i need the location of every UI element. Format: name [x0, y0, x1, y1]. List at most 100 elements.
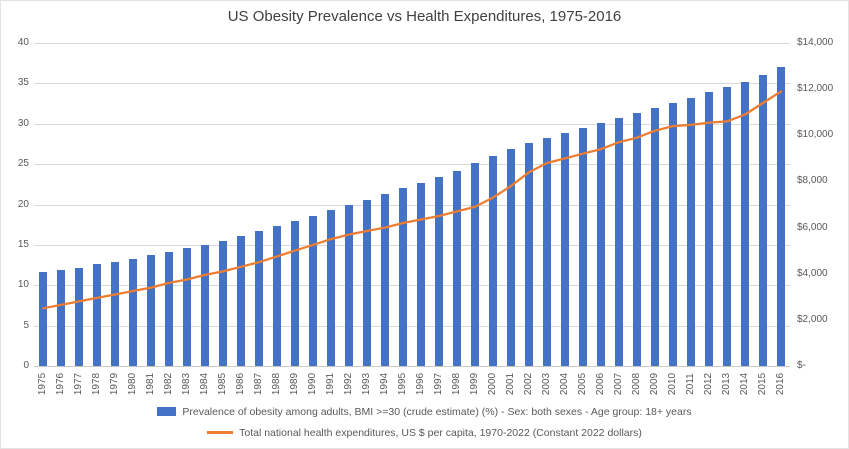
bar-obesity [381, 194, 389, 366]
x-axis-tick: 2001 [505, 372, 516, 396]
x-axis-tick: 1999 [469, 372, 480, 396]
x-axis-tick: 1991 [325, 372, 336, 396]
x-axis-tick: 2010 [667, 372, 678, 396]
bar-obesity [741, 81, 749, 366]
x-axis-tick: 1982 [163, 372, 174, 396]
right-axis-tick: $10,000 [797, 129, 834, 141]
legend-label-obesity: Prevalence of obesity among adults, BMI … [182, 405, 692, 418]
right-axis-tick: $12,000 [797, 83, 834, 95]
bar-obesity [489, 156, 497, 366]
bar-obesity [399, 188, 407, 366]
gridline [34, 244, 790, 246]
left-axis-tick: 25 [17, 158, 29, 170]
bar-obesity [363, 199, 371, 366]
x-axis-tick: 2009 [649, 372, 660, 396]
x-axis-tick: 1998 [451, 372, 462, 396]
x-axis-tick: 1980 [127, 372, 138, 396]
legend-item-expenditures: Total national health expenditures, US $… [207, 426, 642, 439]
x-axis-tick: 2002 [523, 372, 534, 396]
gridline [34, 43, 790, 44]
x-axis-tick: 1979 [109, 372, 120, 396]
bar-obesity [93, 264, 101, 366]
bar-obesity [39, 272, 47, 366]
x-axis-tick: 1983 [181, 372, 192, 396]
gridline [34, 164, 790, 166]
bar-obesity [525, 143, 533, 366]
bar-obesity [327, 210, 335, 366]
x-axis-tick: 2014 [739, 372, 750, 396]
right-axis-tick: $8,000 [797, 175, 828, 187]
legend: Prevalence of obesity among adults, BMI … [1, 405, 848, 439]
gridline [34, 204, 790, 206]
x-axis-tick: 1986 [235, 372, 246, 396]
bar-obesity [57, 269, 65, 366]
left-axis-ticks: 0 5 10 15 20 25 30 35 40 [1, 1, 29, 448]
bar-obesity [669, 102, 677, 366]
left-axis-tick: 30 [17, 117, 29, 129]
x-axis-tick: 1988 [271, 372, 282, 396]
x-axis-tick: 1997 [433, 372, 444, 396]
bar-obesity [723, 87, 731, 366]
bar-obesity [237, 236, 245, 366]
left-axis-tick: 15 [17, 238, 29, 250]
x-axis-tick: 1977 [73, 372, 84, 396]
bar-obesity [165, 252, 173, 366]
x-axis-tick: 1978 [91, 372, 102, 396]
bar-obesity [219, 240, 227, 366]
x-axis-tick: 2011 [685, 373, 696, 395]
plot-area [34, 43, 790, 367]
left-axis-tick: 10 [17, 279, 29, 291]
x-axis-tick: 2015 [757, 372, 768, 396]
bar-obesity [507, 148, 515, 366]
x-axis-tick: 1994 [379, 372, 390, 396]
x-axis-tick: 2016 [775, 372, 786, 396]
x-axis-tick: 2004 [559, 372, 570, 396]
left-axis-tick: 20 [17, 198, 29, 210]
expenditures-line [41, 90, 783, 310]
x-axis-tick: 1992 [343, 372, 354, 396]
left-axis-tick: 5 [23, 319, 29, 331]
right-axis-tick: $- [797, 360, 806, 371]
x-axis-tick: 2012 [703, 372, 714, 396]
bar-obesity [183, 248, 191, 366]
x-axis-tick: 2003 [541, 372, 552, 396]
bar-obesity [345, 204, 353, 366]
x-axis-tick: 1990 [307, 372, 318, 396]
bar-obesity [615, 118, 623, 366]
legend-item-obesity: Prevalence of obesity among adults, BMI … [157, 405, 692, 418]
bar-obesity [291, 220, 299, 366]
left-axis-tick: 0 [23, 360, 29, 371]
x-axis-tick: 2008 [631, 372, 642, 396]
bar-obesity [471, 163, 479, 366]
gridline [34, 123, 790, 125]
bar-obesity [147, 255, 155, 366]
gridline [34, 285, 790, 287]
x-axis-tick: 1995 [397, 372, 408, 396]
bar-obesity [417, 182, 425, 366]
bar-obesity [273, 226, 281, 366]
gridline [34, 325, 790, 327]
x-axis-tick: 1987 [253, 372, 264, 396]
bar-obesity [111, 261, 119, 366]
right-axis-tick: $2,000 [797, 313, 828, 325]
bar-obesity [651, 107, 659, 366]
bar-obesity [633, 113, 641, 366]
x-axis-tick: 1981 [145, 372, 156, 396]
bar-obesity [129, 258, 137, 366]
x-axis-tick: 2005 [577, 372, 588, 396]
x-axis-tick: 1989 [289, 372, 300, 396]
x-axis-tick: 1976 [55, 372, 66, 396]
legend-swatch-line-icon [207, 431, 234, 434]
bar-obesity [687, 97, 695, 366]
x-axis-tick: 1975 [37, 372, 48, 396]
x-axis-tick: 2007 [613, 372, 624, 396]
bar-obesity [435, 177, 443, 366]
x-axis-tick: 1993 [361, 372, 372, 396]
bar-obesity [201, 244, 209, 366]
right-axis-tick: $6,000 [797, 221, 828, 233]
x-axis-tick: 1985 [217, 372, 228, 396]
bar-obesity [561, 132, 569, 366]
bar-obesity [543, 138, 551, 366]
right-axis-tick: $4,000 [797, 267, 828, 279]
